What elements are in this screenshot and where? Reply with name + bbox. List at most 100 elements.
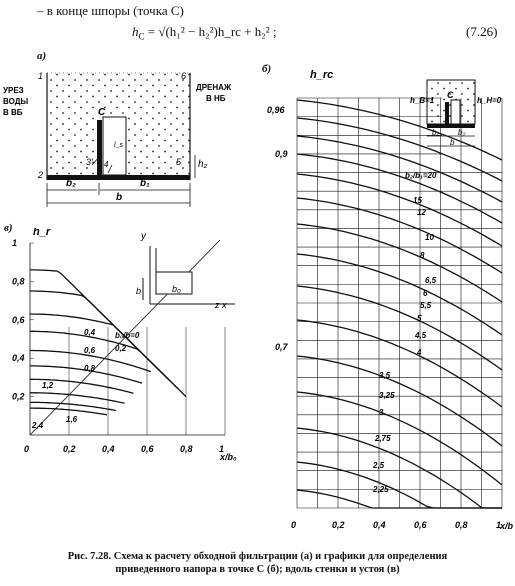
panel-v-label: в) [4, 222, 13, 234]
v-y-axis-label: h_r [33, 228, 51, 238]
v-curve-label: 0,2 [115, 344, 127, 353]
b-xtick: 1 [496, 520, 501, 530]
node-6: 6 [181, 71, 186, 81]
b-curve [296, 285, 503, 371]
v-ytick: 0,4 [12, 353, 25, 363]
b-curve-label: 3,5 [379, 371, 391, 380]
b-curve-label: 10 [425, 233, 434, 242]
b-xtick: 0,8 [455, 520, 468, 530]
v-curve [30, 401, 116, 412]
b-curve [296, 319, 503, 408]
formula: hC = √(h₁² − h₂²)h_rc + h₂² ; [132, 24, 277, 42]
v-curve-label: 1,2 [42, 381, 54, 390]
v-y-axis-unit: y [140, 231, 147, 242]
node-2: 2 [37, 170, 43, 180]
formula-rhs: = √(h₁² − h₂²)h_rc + h₂² ; [144, 24, 277, 39]
b-x-axis-unit: x/b [499, 521, 514, 531]
v-curve [30, 392, 125, 404]
v-curve-label: b₀/b=0 [115, 331, 140, 340]
panel-v-chart: y b₀ z x b h_r 1 0,8 0,6 0,4 0,2 0 0,2 0,4 0,6 0… [12, 228, 237, 462]
b-curve-label: 3 [379, 408, 384, 417]
b-ytick-07: 0,7 [275, 342, 289, 352]
v-xtick: 1 [219, 444, 224, 454]
b-curve [296, 391, 503, 486]
b-inset-c: C [447, 90, 454, 100]
b-y-axis-label: h_rc [310, 69, 333, 81]
v-curve-label: 2,4 [31, 421, 44, 430]
b-curve-label: 2,5 [372, 461, 385, 470]
b-xtick: 0,6 [414, 520, 428, 530]
right-text-1: ДРЕНАЖ [196, 83, 232, 92]
b-curve-label: 3,25 [379, 391, 395, 400]
panel-b-chart: h_rc 0,96 0,9 0,7 0 0,2 0,4 0,6 0,8 1 x/b h_B… [267, 69, 514, 531]
equation-number: (7.26) [466, 24, 498, 39]
panel-b-label: б) [262, 63, 272, 75]
b-ytick-096: 0,96 [267, 105, 286, 115]
v-xtick: 0,8 [180, 444, 193, 454]
node-3: 3' [86, 157, 93, 167]
figure-caption: Рис. 7.28. Схема к расчету обходной филь… [0, 550, 515, 576]
bullet-heading: – в конце шпоры (точка C) [37, 3, 184, 18]
v-ytick: 1 [12, 238, 17, 248]
b-xtick: 0,4 [373, 520, 386, 530]
b-curve-label: 6 [423, 289, 428, 298]
panel-a-schema: 1 6 2 5 3' 4 УРЕЗ ВОДЫ В ВБ ДРЕНАЖ В НБ … [3, 71, 232, 207]
b-xtick: 0,2 [332, 520, 345, 530]
b-curve-label: 5,5 [420, 301, 432, 310]
point-c: C [98, 107, 106, 118]
b-curve [296, 489, 502, 509]
v-curve-label: 0,8 [84, 364, 96, 373]
b-curve-label: 2,75 [374, 434, 391, 443]
v-curve-label: 0,6 [84, 346, 96, 355]
b-inset-b2: b₂ [458, 128, 466, 137]
b-curve [296, 135, 503, 203]
b-curve-label: 12 [417, 208, 426, 217]
v-curve [30, 407, 108, 416]
v-curve [30, 365, 143, 384]
v-inset-zx: z x [214, 300, 227, 310]
v-x-axis-unit: x/b₀ [219, 452, 237, 462]
panel-a-label: а) [37, 50, 47, 62]
v-curve [30, 349, 152, 373]
v-xtick: 0,2 [63, 444, 76, 454]
v-ytick: 0,6 [12, 315, 26, 325]
v-xtick: 0,4 [102, 444, 115, 454]
b1-label: b₁ [140, 178, 150, 189]
node-1: 1 [38, 71, 43, 81]
h2-label: h₂ [198, 159, 208, 170]
b2-label: b₂ [66, 178, 76, 189]
b-curve [296, 253, 503, 336]
left-text-1: УРЕЗ [3, 86, 24, 95]
b-label: b [116, 192, 122, 203]
b-xtick: 0 [291, 520, 296, 530]
caption-line-1: Рис. 7.28. Схема к расчету обходной филь… [67, 551, 448, 562]
v-curve [30, 330, 161, 372]
b-curve-label: 2,25 [372, 485, 389, 494]
b-curve [296, 153, 503, 224]
b-curve [296, 117, 503, 182]
caption-line-2: приведенного напора в точке C (б); вдоль… [115, 564, 400, 575]
v-curve-label: 0,4 [84, 328, 96, 337]
v-curve [30, 378, 134, 394]
v-inset-b0: b₀ [172, 284, 181, 294]
b-inset-hh: h_H=0 [477, 96, 502, 105]
left-text-3: В ВБ [3, 108, 23, 117]
v-xtick: 0,6 [141, 444, 155, 454]
b-curve [296, 197, 503, 274]
left-text-2: ВОДЫ [3, 97, 28, 106]
b-inset-hb: h_B=1 [410, 96, 435, 105]
b-inset-b: b [450, 138, 455, 147]
ls-label: l_s [114, 142, 123, 149]
b-curve [296, 355, 503, 447]
b-curve [296, 427, 502, 509]
v-curve [29, 313, 169, 380]
right-text-2: В НБ [206, 94, 226, 103]
b-inset-b1: b₁ [432, 128, 439, 137]
b-curve [296, 99, 503, 161]
b-curve [296, 223, 503, 303]
v-ytick: 0,8 [12, 276, 25, 286]
v-inset-b: b [136, 286, 141, 296]
b-curve-label: 4 [416, 348, 422, 357]
b-curve [296, 173, 503, 247]
v-xtick: 0 [24, 444, 29, 454]
